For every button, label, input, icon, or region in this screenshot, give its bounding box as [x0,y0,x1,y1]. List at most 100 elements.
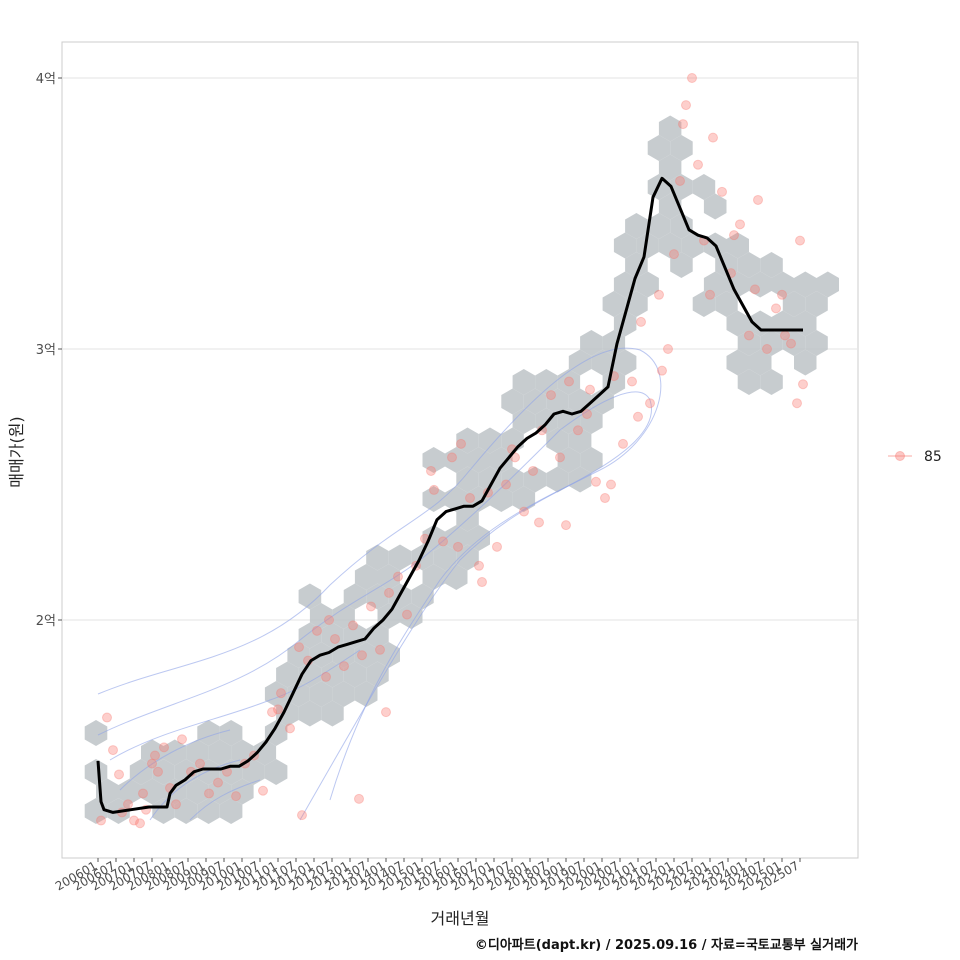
hex-bin [805,330,828,356]
data-point [633,411,643,422]
hex-bin [433,544,457,571]
data-point [339,661,349,672]
hex-bin [535,369,558,395]
data-point [474,560,484,571]
hex-bin [152,798,175,824]
density-contour [97,391,652,801]
y-tick-label: 3억 [36,343,56,358]
hex-bin [354,642,378,668]
hex-bin [580,408,603,434]
data-point [171,799,181,810]
data-point [294,642,304,653]
hex-bin [546,466,569,493]
hex-bin [309,603,333,629]
hex-bin [658,115,682,142]
data-point [717,186,727,197]
data-point [573,425,583,436]
hex-bin [197,720,220,746]
density-contour [119,729,231,791]
data-point [792,398,802,409]
hex-bin [456,544,479,571]
hex-bin [760,330,783,356]
data-point [693,159,703,170]
data-point [708,132,718,143]
data-point [96,815,106,826]
hex-bin [568,427,592,454]
data-point [591,476,601,487]
data-point [519,506,529,517]
hex-bin [501,466,524,493]
hex-bin [84,720,108,746]
data-point [402,609,412,620]
density-contour [97,347,662,821]
hex-bin [670,213,693,239]
data-point [177,734,187,745]
hex-bin [658,232,682,259]
hex-bin [242,759,265,785]
hex-bin [782,291,806,317]
hex-bin [366,583,389,610]
data-point [492,541,502,552]
data-point [606,479,616,490]
data-point [669,249,679,260]
data-point [267,707,277,718]
hex-bin [771,271,794,298]
data-point [330,633,340,644]
data-point [687,73,697,83]
hex-bin [287,681,310,707]
hex-bin [782,330,806,356]
data-point [798,379,808,390]
data-point [135,818,145,829]
hex-bin [343,661,367,688]
hex-bin [298,583,322,610]
data-point [393,571,403,582]
data-point [138,788,148,799]
hexbin-layer [84,115,839,824]
hex-bin [636,271,659,298]
hex-bin [580,447,603,473]
hex-bin [208,739,232,766]
hex-bin [445,564,468,590]
hex-bin [794,349,817,376]
data-point [366,601,376,612]
y-axis-title: 매매가(원) [7,416,26,487]
hex-bin [512,369,536,395]
hex-bin [197,759,220,785]
data-point [546,390,556,401]
data-point [750,284,760,295]
data-point [438,536,448,547]
hex-bin [422,564,445,590]
data-point [447,452,457,463]
data-point [636,316,646,327]
gridlines [63,77,857,621]
data-point [762,344,772,354]
hex-bin [422,486,445,512]
hex-bin [152,759,175,785]
data-point [375,644,385,655]
hex-bin [726,232,749,259]
data-point [528,465,538,476]
hex-bin [523,388,547,415]
data-point [147,758,157,769]
data-point [753,194,763,205]
hex-bin [309,681,333,707]
hex-bin [726,349,749,376]
hex-bin [321,700,344,727]
data-point [780,330,790,341]
hex-bin [197,798,220,824]
data-point [123,799,133,810]
data-point [585,384,595,395]
density-contour [189,779,261,821]
hex-bin [670,135,693,161]
hex-bin [321,661,344,688]
hex-bin [276,700,299,727]
hex-bin [445,525,468,551]
data-point [600,493,610,504]
data-point [321,671,331,682]
hex-bin [400,603,423,629]
hex-bin [737,330,761,356]
hex-bin [602,291,626,317]
hex-bin [264,759,288,785]
hex-bin [253,739,277,766]
hex-bin [805,291,828,317]
